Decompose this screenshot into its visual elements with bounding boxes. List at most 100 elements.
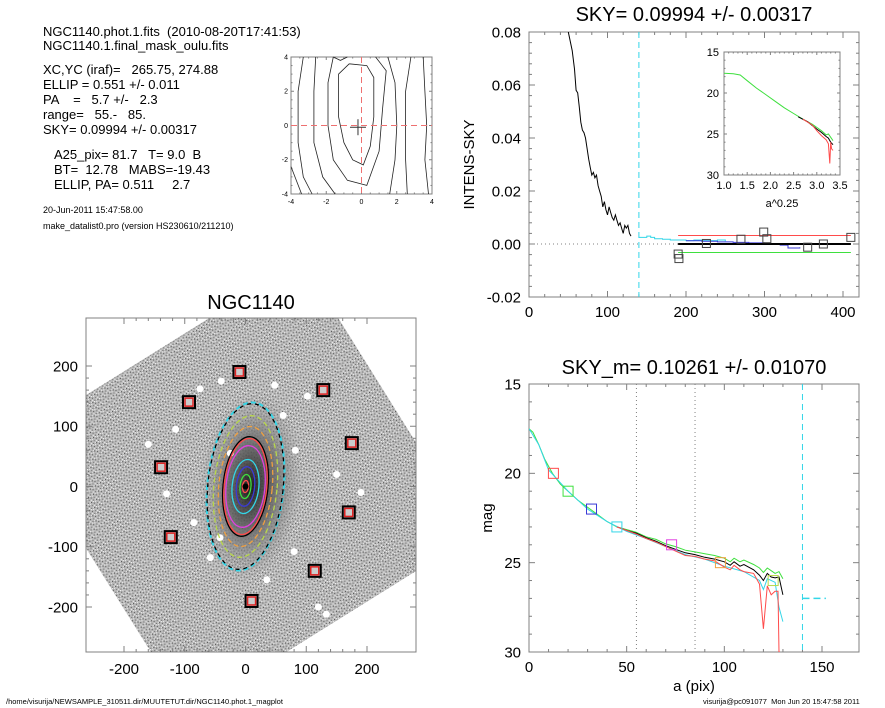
inset-frame <box>723 51 841 176</box>
y-tick-label: 100 <box>53 419 78 436</box>
x-tick-label: 300 <box>752 304 777 321</box>
x-tick-label: 0 <box>241 661 249 678</box>
masked-star <box>196 385 204 393</box>
sky-box-marker <box>736 234 746 244</box>
y-tick-label: 30 <box>504 644 521 661</box>
masked-star <box>322 610 330 618</box>
y-tick-label: 0.02 <box>492 183 521 200</box>
series-profile <box>567 32 632 237</box>
masked-star <box>163 490 171 498</box>
sky-sample-box <box>182 395 197 410</box>
x-tick-label: 0 <box>525 304 533 321</box>
mag-plot-data <box>529 384 826 652</box>
contour-line <box>327 56 387 186</box>
sky-plot-title: SKY= 0.09994 +/- 0.00317 <box>576 4 813 26</box>
masked-star <box>206 554 214 562</box>
magnitude-profile-plot: 0 50 100 150 15 20 25 30 SKY_m= 0.10261 +/- 0.01… <box>479 357 860 695</box>
x-tick-label: 200 <box>354 661 379 678</box>
y-tick-label: -200 <box>48 599 78 616</box>
masked-star <box>291 446 299 454</box>
ellip-pa-line: ELLIP, PA= 0.511 2.7 <box>54 177 191 192</box>
sky-residual-plot: 0 100 200 300 400 -0.02 0.00 0.02 0.04 0.06 0.08 SK… <box>461 4 860 321</box>
x-tick-label: 200 <box>673 304 698 321</box>
file-name-line: NGC1140.phot.1.fits (2010-08-20T17:41:53… <box>43 24 301 39</box>
masked-star <box>172 425 180 433</box>
isophote-ellipse-red <box>223 437 268 536</box>
masked-star <box>271 381 279 389</box>
isophote-ellipse-blue <box>235 466 256 507</box>
ellipticity-line: ELLIP = 0.551 +/- 0.011 <box>43 77 180 92</box>
isophote-ellipse-cyan <box>231 458 260 515</box>
galaxy-frame <box>85 317 417 653</box>
sky-box-marker <box>674 254 684 264</box>
y-tick-label: 15 <box>707 47 719 59</box>
mag-box-marker <box>767 575 779 587</box>
inset-series-red <box>802 118 834 164</box>
sky-plot-ylabel: INTENS-SKY <box>461 119 478 209</box>
isophote-ellipse-black <box>221 436 270 537</box>
galaxy-plot-title: NGC1140 <box>207 292 294 314</box>
y-tick-label: -2 <box>282 157 288 164</box>
a25-line: A25_pix= 81.7 T= 9.0 B <box>54 147 202 162</box>
date-line: 20-Jun-2011 15:47:58.00 <box>43 205 143 215</box>
x-tick-label: -2 <box>323 199 329 206</box>
sky-sample-box <box>163 530 178 545</box>
masked-star <box>314 603 322 611</box>
contour-line <box>333 56 348 61</box>
isophote-ellipse-orange <box>217 425 274 548</box>
y-tick-label: 200 <box>53 358 78 375</box>
inset-data <box>724 72 834 164</box>
mag-series-green <box>529 428 784 579</box>
sky-sample-box <box>232 365 247 380</box>
y-tick-label: 4 <box>284 54 288 61</box>
y-tick-label: 15 <box>504 376 521 393</box>
isophote-ellipse-yellowgreen <box>212 415 279 558</box>
mag-box-marker <box>611 521 623 533</box>
y-tick-label: 0.04 <box>492 130 521 147</box>
x-tick-label: 0 <box>360 199 364 206</box>
masked-star <box>333 470 341 478</box>
sky-sample-box <box>154 460 169 475</box>
inset-series-green <box>724 72 834 141</box>
mag-series-cyan <box>529 428 784 622</box>
masked-star <box>263 576 271 584</box>
y-tick-label: 0.00 <box>492 236 521 253</box>
range-line: range= 55.- 85. <box>43 107 146 122</box>
position-angle-line: PA = 5.7 +/- 2.3 <box>43 92 158 107</box>
masked-star <box>303 392 311 400</box>
sky-sample-box <box>316 383 331 398</box>
x-tick-label: -100 <box>170 661 200 678</box>
x-tick-label: 4 <box>430 199 434 206</box>
x-tick-label: 0 <box>525 659 533 676</box>
mag-frame <box>528 383 860 653</box>
x-tick-label: 400 <box>830 304 855 321</box>
y-tick-label: 25 <box>707 129 719 141</box>
y-tick-label: 0.08 <box>492 24 521 41</box>
y-tick-label: -4 <box>282 191 288 198</box>
x-tick-label: -200 <box>109 661 139 678</box>
x-tick-label: 100 <box>595 304 620 321</box>
isophote-ellipse-green <box>239 473 252 500</box>
y-tick-label: 20 <box>504 466 521 483</box>
inset-background <box>724 52 840 175</box>
isophote-ellipse-red <box>241 479 250 494</box>
x-tick-label: 100 <box>294 661 319 678</box>
y-tick-label: 20 <box>707 88 719 100</box>
sky-box-marker <box>846 232 856 242</box>
x-tick-label: 150 <box>809 659 834 676</box>
series-sky-steps-cyan <box>638 235 726 242</box>
contour-line <box>338 63 375 166</box>
y-tick-label: -100 <box>48 539 78 556</box>
x-tick-label: 2 <box>395 199 399 206</box>
sky-frame <box>528 31 860 298</box>
user-timestamp: visurija@pc091077 Mon Jun 20 15:47:58 20… <box>703 697 860 706</box>
mag-box-marker <box>547 467 559 479</box>
bt-mabs-line: BT= 12.78 MABS=-19.43 <box>54 162 211 177</box>
masked-star <box>290 548 298 556</box>
mag-series-red <box>616 526 780 652</box>
mag-box-marker <box>666 539 678 551</box>
y-tick-label: 30 <box>707 170 719 182</box>
masked-star <box>279 411 287 419</box>
galaxy-image-plot: -200 -100 0 100 200 -200 -100 0 100 200 NGC1140 <box>48 292 417 678</box>
